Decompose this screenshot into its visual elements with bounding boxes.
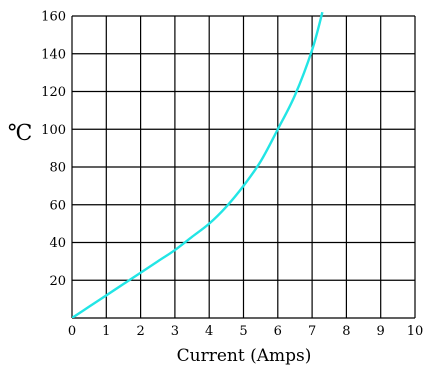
x-tick-label-2: 2	[136, 324, 144, 339]
y-tick-label-100: 100	[41, 123, 66, 138]
x-tick-label-7: 7	[308, 324, 316, 339]
y-tick-label-140: 140	[41, 47, 66, 62]
y-tick-label-20: 20	[49, 274, 66, 289]
y-tick-label-60: 60	[49, 198, 66, 213]
y-tick-label-160: 160	[41, 10, 66, 25]
x-tick-label-0: 0	[68, 324, 76, 339]
y-tick-label-120: 120	[41, 85, 66, 100]
y-tick-labels: 20 40 60 80 100 120 140 160	[41, 10, 66, 289]
x-tick-label-3: 3	[171, 324, 179, 339]
x-tick-label-10: 10	[407, 324, 424, 339]
y-tick-label-80: 80	[49, 161, 66, 176]
series-group	[72, 11, 324, 318]
x-tick-label-1: 1	[102, 324, 110, 339]
y-tick-label-40: 40	[49, 236, 66, 251]
x-tick-label-9: 9	[377, 324, 385, 339]
x-tick-label-5: 5	[239, 324, 247, 339]
x-tick-label-4: 4	[205, 324, 213, 339]
x-tick-labels: 0 1 2 3 4 5 6 7 8 9 10	[68, 324, 423, 339]
y-axis-label: ℃	[8, 121, 33, 146]
x-axis-label: Current (Amps)	[177, 346, 312, 366]
x-tick-label-6: 6	[274, 324, 282, 339]
grid	[71, 15, 416, 319]
x-tick-label-8: 8	[342, 324, 350, 339]
series-line-0	[72, 11, 324, 318]
